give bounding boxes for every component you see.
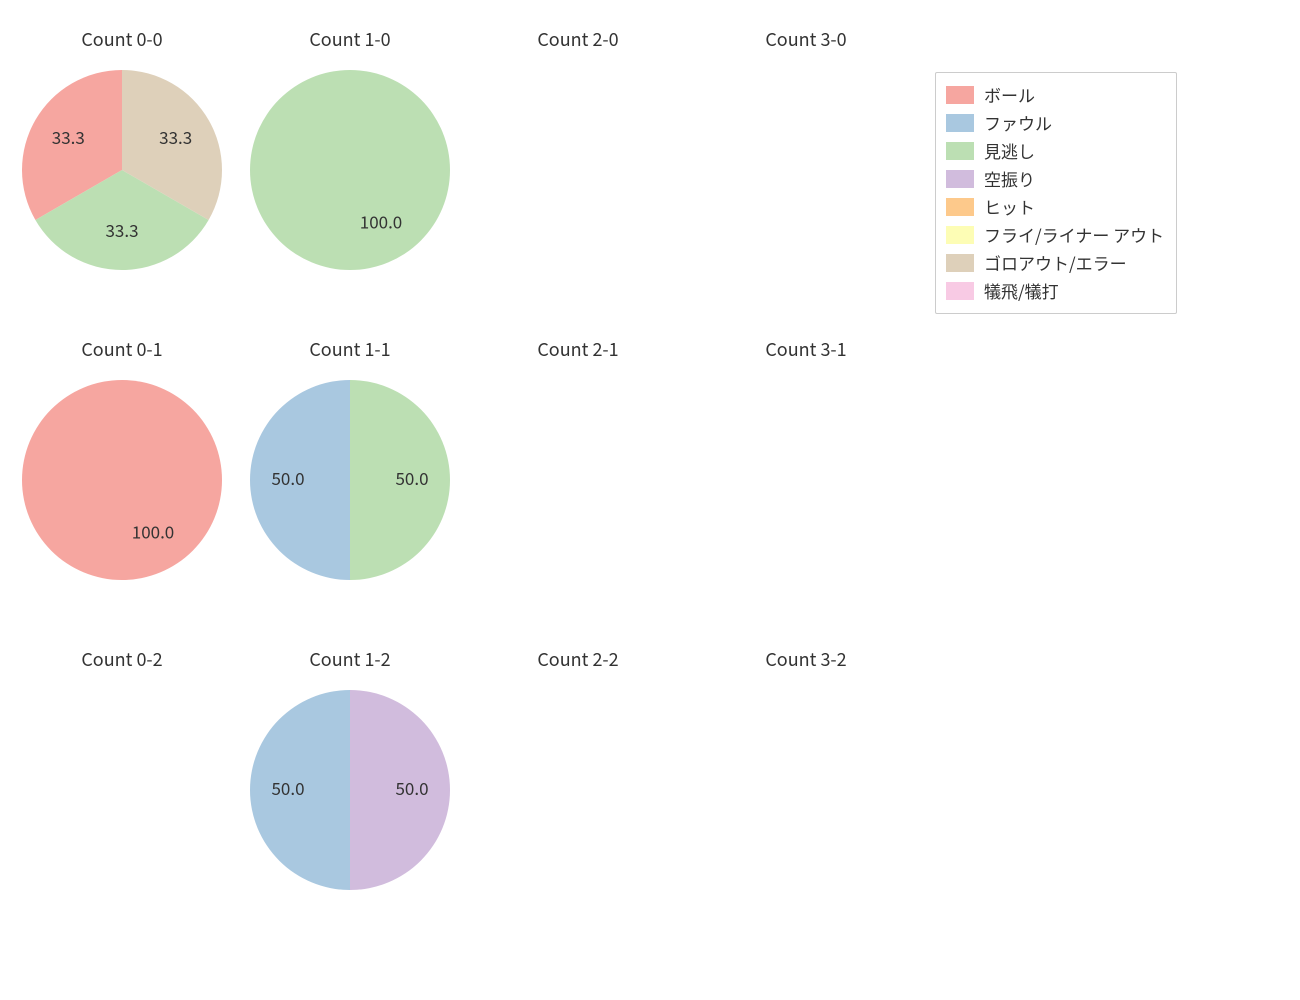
- legend-label: 空振り: [984, 165, 1035, 193]
- pie-slice-label: 33.3: [105, 217, 138, 242]
- legend-item: ボール: [946, 81, 1164, 109]
- pie-slice-label: 33.3: [159, 124, 192, 149]
- legend-item: 見逃し: [946, 137, 1164, 165]
- legend-swatch: [946, 198, 974, 216]
- pie-chart: 50.0 50.0: [250, 380, 450, 580]
- legend-item: ヒット: [946, 193, 1164, 221]
- pie-chart: 100.0: [250, 70, 450, 270]
- chart-title: Count 1-0: [236, 26, 464, 52]
- legend-swatch: [946, 226, 974, 244]
- legend-label: 犠飛/犠打: [984, 277, 1059, 305]
- legend: ボールファウル見逃し空振りヒットフライ/ライナー アウトゴロアウト/エラー犠飛/…: [935, 72, 1177, 314]
- legend-swatch: [946, 282, 974, 300]
- chart-cell: Count 1-2 50.0 50.0: [236, 620, 464, 930]
- chart-cell: Count 1-0 100.0: [236, 0, 464, 310]
- chart-grid: Count 0-033.333.333.3Count 1-0100.0Count…: [0, 0, 1300, 1000]
- chart-cell: Count 3-0: [692, 0, 920, 310]
- legend-swatch: [946, 86, 974, 104]
- pie-slice-label: 50.0: [395, 775, 428, 800]
- legend-label: ボール: [984, 81, 1035, 109]
- legend-item: 空振り: [946, 165, 1164, 193]
- chart-cell: Count 0-0 33.3 33.3 33.3: [8, 0, 236, 310]
- chart-cell: Count 0-1 100.0: [8, 310, 236, 620]
- legend-label: フライ/ライナー アウト: [984, 221, 1164, 249]
- chart-title: Count 2-1: [464, 336, 692, 362]
- chart-cell: Count 0-2: [8, 620, 236, 930]
- pie-slice-label: 100.0: [360, 209, 402, 234]
- chart-title: Count 3-0: [692, 26, 920, 52]
- chart-title: Count 1-2: [236, 646, 464, 672]
- legend-swatch: [946, 142, 974, 160]
- pie-slice: [22, 380, 222, 580]
- legend-item: 犠飛/犠打: [946, 277, 1164, 305]
- pie-chart: 50.0 50.0: [250, 690, 450, 890]
- pie-slice-label: 50.0: [271, 465, 304, 490]
- chart-cell: Count 3-1: [692, 310, 920, 620]
- legend-label: ヒット: [984, 193, 1035, 221]
- pie-slice-label: 50.0: [271, 775, 304, 800]
- legend-label: 見逃し: [984, 137, 1035, 165]
- legend-swatch: [946, 254, 974, 272]
- pie-slice: [250, 70, 450, 270]
- chart-title: Count 2-2: [464, 646, 692, 672]
- chart-title: Count 0-0: [8, 26, 236, 52]
- pie-slice-label: 100.0: [132, 519, 174, 544]
- legend-item: フライ/ライナー アウト: [946, 221, 1164, 249]
- pie-chart: 100.0: [22, 380, 222, 580]
- pie-chart: 33.3 33.3 33.3: [22, 70, 222, 270]
- chart-title: Count 0-1: [8, 336, 236, 362]
- chart-cell: Count 2-0: [464, 0, 692, 310]
- legend-label: ファウル: [984, 109, 1052, 137]
- chart-cell: Count 2-2: [464, 620, 692, 930]
- legend-swatch: [946, 170, 974, 188]
- chart-title: Count 3-1: [692, 336, 920, 362]
- legend-label: ゴロアウト/エラー: [984, 249, 1127, 277]
- chart-title: Count 2-0: [464, 26, 692, 52]
- legend-swatch: [946, 114, 974, 132]
- chart-cell: Count 2-1: [464, 310, 692, 620]
- pie-slice-label: 50.0: [395, 465, 428, 490]
- pie-slice-label: 33.3: [52, 124, 85, 149]
- chart-cell: Count 3-2: [692, 620, 920, 930]
- chart-title: Count 3-2: [692, 646, 920, 672]
- chart-title: Count 1-1: [236, 336, 464, 362]
- chart-cell: Count 1-1 50.0 50.0: [236, 310, 464, 620]
- legend-item: ファウル: [946, 109, 1164, 137]
- legend-item: ゴロアウト/エラー: [946, 249, 1164, 277]
- chart-title: Count 0-2: [8, 646, 236, 672]
